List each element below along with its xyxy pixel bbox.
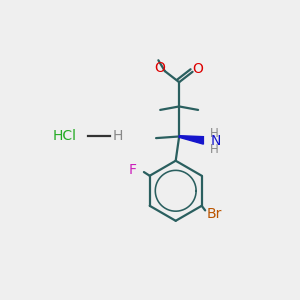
Text: H: H [209, 143, 218, 156]
Text: Br: Br [207, 207, 222, 221]
Text: N: N [211, 134, 221, 148]
Text: O: O [192, 61, 203, 76]
Text: HCl: HCl [53, 130, 77, 143]
Text: F: F [129, 163, 137, 177]
Text: O: O [154, 61, 165, 75]
Polygon shape [179, 136, 203, 144]
Text: H: H [210, 127, 219, 140]
Text: H: H [113, 130, 123, 143]
